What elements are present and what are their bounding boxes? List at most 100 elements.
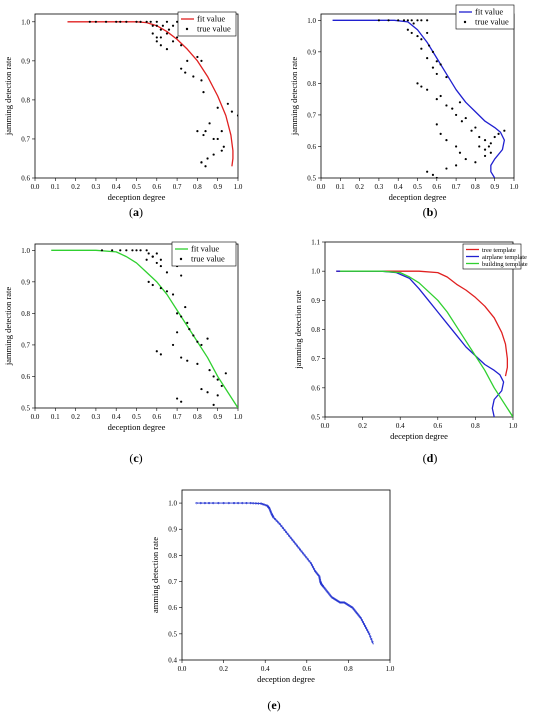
x-tick-label: 0.6	[302, 665, 311, 673]
data-point	[161, 24, 164, 27]
y-tick-label: 0.9	[21, 57, 30, 65]
data-point	[431, 66, 435, 69]
x-tick-label: 0.0	[31, 183, 40, 191]
series-marker	[364, 626, 368, 630]
data-point	[204, 130, 207, 133]
series-marker	[289, 536, 292, 539]
data-point	[151, 32, 154, 35]
data-point	[216, 394, 219, 397]
data-point	[426, 31, 429, 35]
plot-area	[67, 20, 238, 168]
data-point	[220, 130, 223, 133]
data-point	[159, 36, 162, 39]
data-point	[478, 145, 481, 148]
plot-area	[51, 249, 238, 408]
series-marker	[339, 601, 343, 604]
series-marker	[308, 560, 311, 563]
data-point	[216, 106, 219, 109]
series-marker	[363, 624, 367, 628]
x-axis-label: deception degree	[108, 192, 166, 202]
y-axis-label: amming detection rate	[150, 537, 160, 613]
x-tick-label: 1.0	[386, 665, 395, 673]
data-point	[445, 139, 448, 142]
series-marker	[249, 501, 252, 505]
series-line-curve	[196, 502, 374, 645]
series-marker	[217, 501, 220, 505]
chart-b-svg: 0.0 0.1 0.2 0.3 0.4 0.5 0.6 0.7 0.8 0.9 1.0 0.5 0.6 0…	[289, 4, 519, 202]
y-tick-label: 0.6	[307, 143, 316, 151]
series-marker	[342, 601, 345, 604]
series-marker	[245, 501, 248, 505]
chart-b: 0.0 0.1 0.2 0.3 0.4 0.5 0.6 0.7 0.8 0.9 1.0 0.5 0.6 0…	[275, 0, 550, 225]
data-point	[435, 72, 438, 76]
data-point	[387, 19, 390, 22]
data-point	[196, 340, 199, 343]
data-point	[455, 164, 458, 167]
data-point	[406, 28, 409, 31]
data-point	[94, 20, 97, 23]
data-point	[176, 36, 179, 39]
x-tick-label: 0.8	[193, 183, 202, 191]
series-line-fit-value	[332, 19, 505, 178]
data-point	[455, 145, 458, 148]
data-point	[206, 391, 209, 394]
y-tick-label: 0.8	[21, 96, 30, 104]
data-point	[184, 305, 187, 309]
series-marker	[291, 538, 294, 541]
data-point	[212, 153, 215, 156]
data-point	[206, 337, 209, 340]
series-marker	[338, 601, 342, 604]
x-tick-label: 0.9	[490, 183, 499, 191]
y-tick-label: 0.7	[21, 341, 30, 349]
data-point	[420, 85, 423, 88]
x-tick-label: 0.3	[92, 183, 101, 191]
data-point	[212, 375, 215, 378]
series-marker	[257, 502, 260, 505]
data-point	[196, 130, 199, 133]
data-point	[155, 20, 158, 23]
data-point	[135, 249, 138, 252]
data-point	[171, 293, 175, 296]
series-marker	[195, 501, 198, 505]
caption-c: (c)	[129, 451, 143, 465]
y-tick-label: 0.5	[307, 175, 316, 183]
data-point	[202, 90, 205, 94]
series-marker	[341, 601, 344, 604]
series-line-building-template	[340, 270, 513, 417]
data-point	[145, 249, 148, 252]
series-line-airplane-template	[336, 270, 505, 417]
data-point	[439, 132, 442, 135]
series-marker	[237, 501, 240, 505]
data-point	[88, 20, 91, 23]
x-tick-label: 0.8	[193, 413, 202, 421]
data-point	[445, 104, 448, 107]
legend-label: tree template	[482, 247, 516, 254]
plot-frame	[320, 13, 515, 179]
x-tick-label: 0.9	[213, 413, 222, 421]
y-tick-label: 0.6	[168, 604, 177, 612]
data-point	[165, 290, 169, 293]
data-point	[180, 400, 183, 403]
plot-area	[332, 19, 506, 178]
data-point	[435, 123, 438, 126]
data-point	[192, 75, 195, 78]
plot-frame	[34, 13, 239, 179]
data-point	[212, 403, 215, 406]
legend-label: fit value	[191, 244, 219, 254]
chart-d: 0.0 0.2 0.4 0.6 0.8 1.0 0.5 0.6 0.7 0.8 0.9 1.0 1.1 d…	[275, 232, 550, 457]
legend-label: true value	[191, 254, 225, 264]
data-point	[155, 40, 158, 43]
data-point	[159, 258, 162, 261]
y-tick-label: 0.4	[168, 657, 177, 665]
data-point	[204, 165, 207, 168]
y-tick-label: 0.7	[311, 355, 320, 363]
chart-c: 0.0 0.1 0.2 0.3 0.4 0.5 0.6 0.7 0.8 0.9 1.0 0.5 0.6 0…	[0, 232, 275, 457]
data-point	[483, 139, 487, 142]
x-tick-label: 0.6	[152, 413, 161, 421]
plot-frame	[181, 489, 391, 661]
data-point	[155, 350, 158, 353]
data-point	[186, 59, 189, 62]
data-point	[487, 145, 491, 148]
data-point	[427, 44, 431, 47]
y-tick-label: 0.8	[21, 310, 30, 318]
